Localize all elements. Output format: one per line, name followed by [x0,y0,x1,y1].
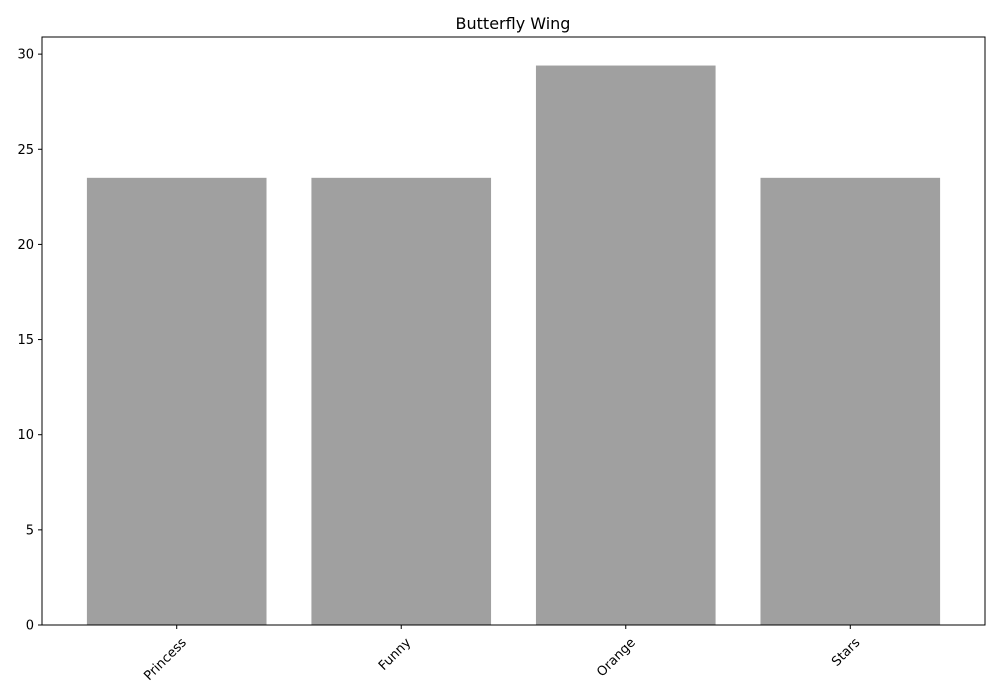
y-axis-ticks: 0 5 10 15 20 25 30 [17,48,42,634]
bar-orange [535,65,716,625]
y-tick-label: 10 [17,428,34,443]
y-tick-label: 0 [26,619,34,634]
chart-title: Butterfly Wing [456,14,571,33]
plot-frame [41,36,986,626]
x-tick-label-stars: Stars [829,635,863,669]
bar-stars [760,177,941,625]
x-axis-ticks: Princess Funny Orange Stars [141,625,863,684]
y-tick-label: 20 [17,238,34,253]
y-tick-label: 30 [17,48,34,63]
y-tick-label: 25 [17,143,34,158]
y-tick-label: 5 [26,523,34,538]
x-tick-label-orange: Orange [594,635,639,680]
x-tick-label-princess: Princess [141,635,190,684]
y-tick-label: 15 [17,333,34,348]
bars-layer [86,65,941,625]
x-tick-label-funny: Funny [376,635,415,674]
bar-princess [86,177,267,625]
bar-funny [311,177,492,625]
